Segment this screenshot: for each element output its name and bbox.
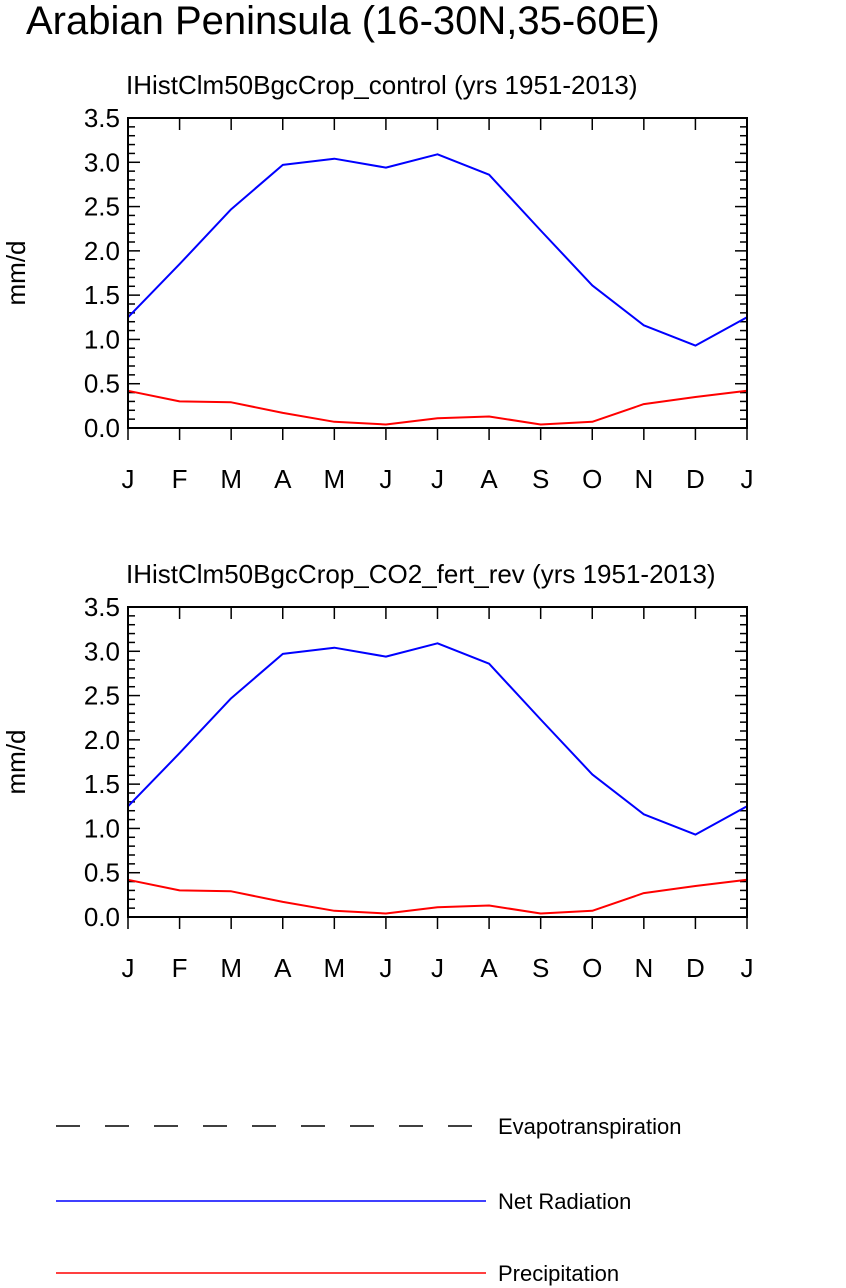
chart-panel-2: IHistClm50BgcCrop_CO2_fert_rev (yrs 1951…	[1, 559, 754, 983]
x-tick-label: J	[431, 464, 444, 494]
x-tick-label: N	[634, 464, 653, 494]
y-tick-label: 1.5	[84, 769, 120, 799]
chart-title: IHistClm50BgcCrop_control (yrs 1951-2013…	[126, 70, 638, 100]
x-tick-label: M	[220, 464, 242, 494]
x-tick-label: A	[480, 464, 498, 494]
legend-label-net-radiation: Net Radiation	[498, 1189, 631, 1214]
x-tick-label: J	[741, 464, 754, 494]
series-line-net-radiation	[127, 153, 748, 347]
chart-panel-1: IHistClm50BgcCrop_control (yrs 1951-2013…	[1, 70, 754, 494]
y-tick-label: 0.0	[84, 413, 120, 443]
y-axis-label: mm/d	[1, 241, 31, 306]
y-tick-label: 1.0	[84, 813, 120, 843]
legend-label-evapotranspiration: Evapotranspiration	[498, 1114, 681, 1139]
x-tick-label: A	[274, 953, 292, 983]
x-tick-label: F	[172, 953, 188, 983]
legend-label-precipitation: Precipitation	[498, 1261, 619, 1286]
y-tick-label: 2.5	[84, 681, 120, 711]
x-tick-label: N	[634, 953, 653, 983]
x-tick-label: D	[686, 464, 705, 494]
plot-frame	[127, 606, 748, 918]
x-tick-label: M	[220, 953, 242, 983]
chart-panels: IHistClm50BgcCrop_control (yrs 1951-2013…	[1, 70, 754, 983]
x-tick-label: S	[532, 953, 549, 983]
y-tick-label: 1.5	[84, 280, 120, 310]
x-tick-label: O	[582, 953, 602, 983]
x-tick-label: A	[480, 953, 498, 983]
x-tick-label: S	[532, 464, 549, 494]
y-tick-label: 2.0	[84, 236, 120, 266]
x-tick-label: J	[379, 464, 392, 494]
y-tick-label: 1.0	[84, 324, 120, 354]
y-tick-label: 2.5	[84, 192, 120, 222]
plot-frame	[127, 117, 748, 429]
x-tick-label: M	[323, 464, 345, 494]
y-tick-label: 3.0	[84, 636, 120, 666]
y-axis-label: mm/d	[1, 730, 31, 795]
y-tick-label: 0.5	[84, 369, 120, 399]
x-tick-label: J	[431, 953, 444, 983]
x-tick-label: O	[582, 464, 602, 494]
x-tick-label: J	[122, 953, 135, 983]
x-tick-label: D	[686, 953, 705, 983]
series-line-precipitation	[127, 878, 748, 915]
x-tick-label: M	[323, 953, 345, 983]
y-tick-label: 0.5	[84, 858, 120, 888]
series-line-net-radiation	[127, 642, 748, 836]
y-tick-label: 2.0	[84, 725, 120, 755]
series-line-precipitation	[127, 389, 748, 426]
y-tick-label: 3.5	[84, 103, 120, 133]
x-tick-label: F	[172, 464, 188, 494]
chart-title: IHistClm50BgcCrop_CO2_fert_rev (yrs 1951…	[126, 559, 716, 589]
x-tick-label: A	[274, 464, 292, 494]
legend: Evapotranspiration Net Radiation Precipita…	[56, 1114, 681, 1286]
y-tick-label: 0.0	[84, 902, 120, 932]
figure-title: Arabian Peninsula (16-30N,35-60E)	[26, 0, 660, 43]
y-tick-label: 3.0	[84, 147, 120, 177]
x-tick-label: J	[122, 464, 135, 494]
y-tick-label: 3.5	[84, 592, 120, 622]
x-tick-label: J	[741, 953, 754, 983]
x-tick-label: J	[379, 953, 392, 983]
